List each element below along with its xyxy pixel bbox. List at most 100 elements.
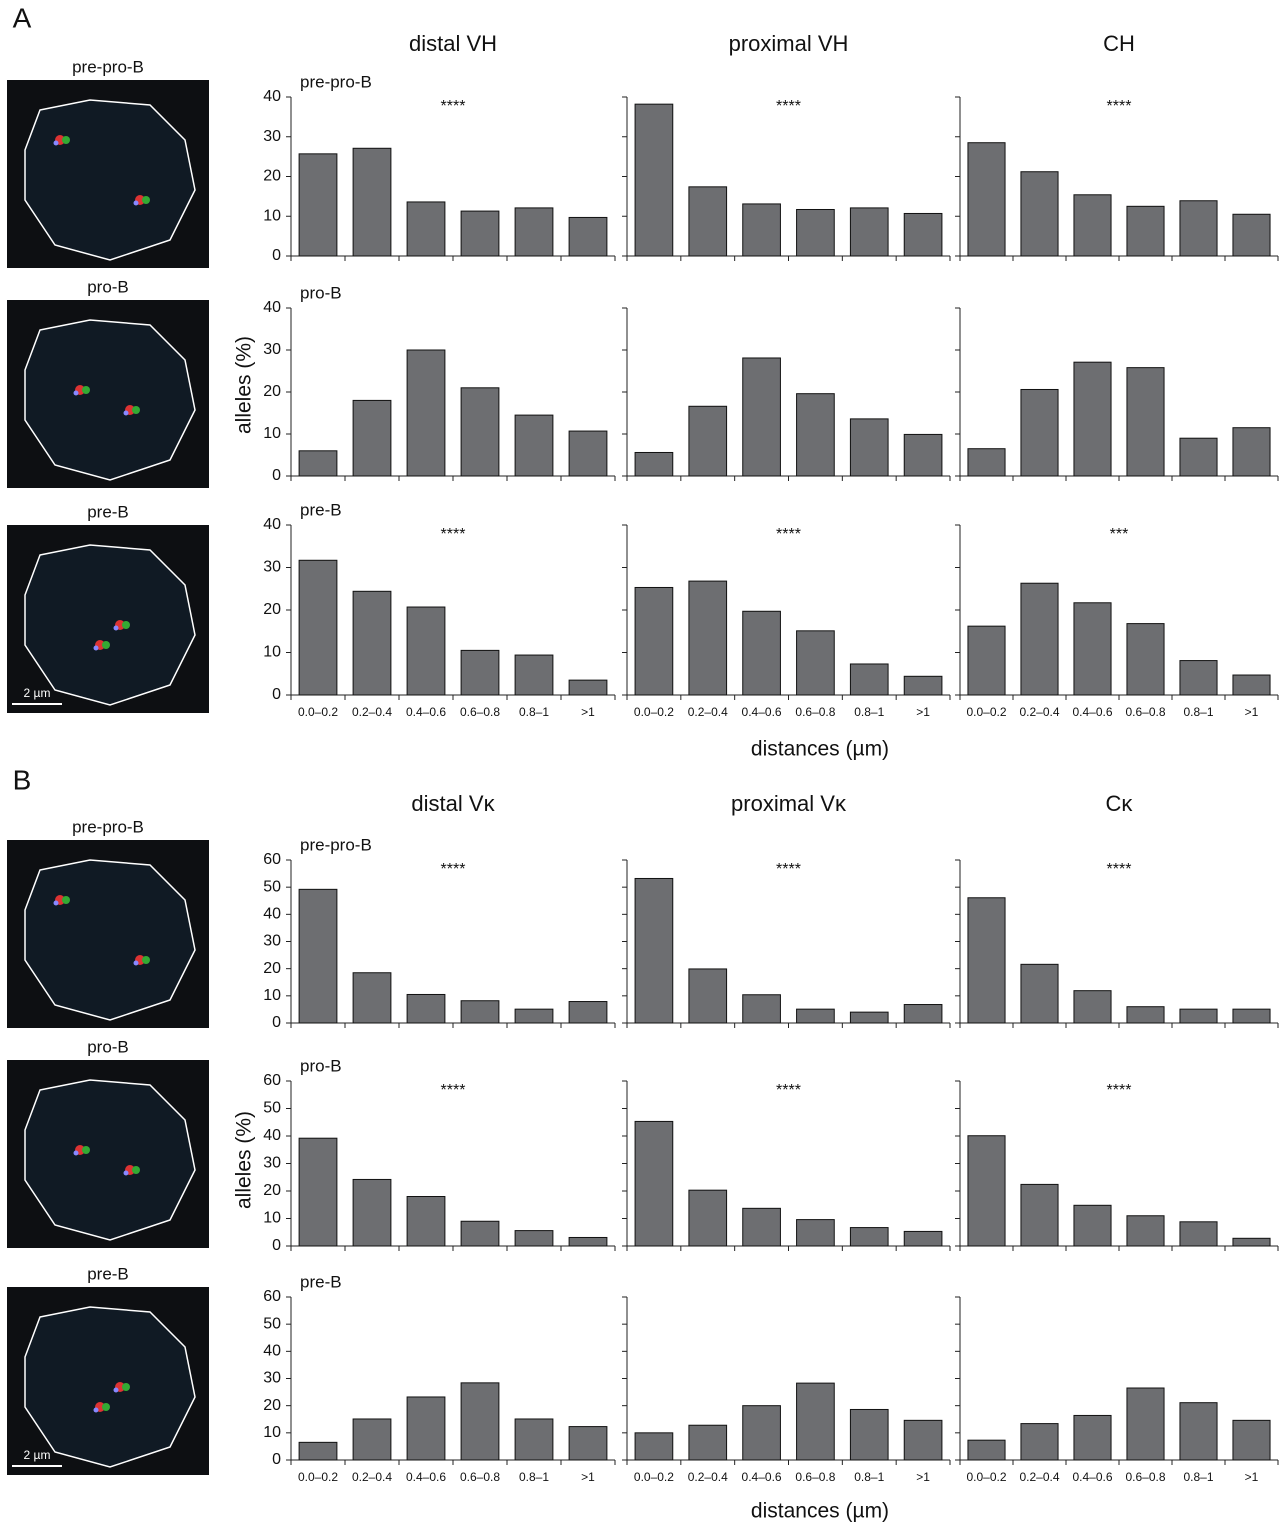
bar bbox=[904, 434, 942, 476]
x-tick-label: >1 bbox=[1245, 705, 1259, 719]
y-tick-label: 10 bbox=[263, 1210, 281, 1227]
bar bbox=[689, 187, 727, 256]
bar bbox=[635, 1433, 673, 1460]
y-tick-label: 40 bbox=[263, 88, 281, 105]
image-label: pro-B bbox=[87, 1037, 129, 1056]
significance: **** bbox=[1107, 98, 1132, 115]
fish-signal bbox=[142, 196, 150, 204]
y-tick-label: 0 bbox=[272, 1014, 281, 1031]
bar bbox=[515, 1009, 553, 1023]
fish-signal bbox=[54, 141, 59, 146]
bar bbox=[689, 1425, 727, 1460]
nucleus-outline bbox=[25, 1307, 195, 1467]
bar bbox=[515, 1231, 553, 1246]
image-label: pre-B bbox=[87, 502, 129, 521]
bar bbox=[1233, 1238, 1270, 1246]
y-tick-label: 20 bbox=[263, 960, 281, 977]
x-tick-label: 0.6–0.8 bbox=[460, 705, 500, 719]
y-tick-label: 40 bbox=[263, 906, 281, 923]
x-tick-label: 0.0–0.2 bbox=[634, 705, 674, 719]
y-tick-label: 30 bbox=[263, 1370, 281, 1387]
bar bbox=[797, 1383, 835, 1460]
x-tick-label: 0.2–0.4 bbox=[688, 1470, 728, 1484]
y-tick-label: 30 bbox=[263, 933, 281, 950]
fish-signal bbox=[62, 896, 70, 904]
bar bbox=[797, 394, 835, 476]
y-tick-label: 30 bbox=[263, 341, 281, 358]
x-tick-label: >1 bbox=[916, 1470, 930, 1484]
x-tick-label: 0.4–0.6 bbox=[742, 1470, 782, 1484]
bar bbox=[635, 452, 673, 476]
bar bbox=[968, 898, 1005, 1023]
fish-signal bbox=[102, 1403, 110, 1411]
row-label: pro-B bbox=[300, 283, 342, 302]
bar bbox=[569, 1427, 607, 1460]
bar bbox=[797, 1009, 835, 1023]
significance: **** bbox=[441, 861, 466, 878]
bar bbox=[569, 431, 607, 476]
x-tick-label: 0.6–0.8 bbox=[795, 1470, 835, 1484]
bar bbox=[1127, 1216, 1164, 1246]
bar bbox=[461, 1221, 499, 1246]
bar bbox=[1180, 1222, 1217, 1246]
y-tick-label: 20 bbox=[263, 1182, 281, 1199]
bar bbox=[1127, 206, 1164, 256]
x-tick-label: 0.8–1 bbox=[1183, 705, 1213, 719]
x-tick-label: 0.8–1 bbox=[854, 705, 884, 719]
bar bbox=[299, 889, 337, 1023]
significance: **** bbox=[776, 98, 801, 115]
y-tick-label: 10 bbox=[263, 987, 281, 1004]
x-tick-label: 0.0–0.2 bbox=[298, 1470, 338, 1484]
y-tick-label: 10 bbox=[263, 644, 281, 661]
bar bbox=[743, 1208, 781, 1246]
fish-signal bbox=[124, 1171, 129, 1176]
bar bbox=[1180, 1403, 1217, 1460]
bar bbox=[635, 878, 673, 1023]
x-tick-label: 0.4–0.6 bbox=[1072, 1470, 1112, 1484]
bar bbox=[635, 587, 673, 695]
bar bbox=[1233, 214, 1270, 256]
bar bbox=[968, 449, 1005, 476]
fish-signal bbox=[94, 646, 99, 651]
x-tick-label: 0.4–0.6 bbox=[742, 705, 782, 719]
significance: *** bbox=[1110, 526, 1129, 543]
significance: **** bbox=[1107, 861, 1132, 878]
bar bbox=[569, 680, 607, 695]
fish-signal bbox=[102, 641, 110, 649]
y-axis-label: alleles (%) bbox=[233, 336, 256, 434]
y-axis-label: alleles (%) bbox=[233, 1111, 256, 1209]
x-tick-label: 0.2–0.4 bbox=[352, 1470, 392, 1484]
bar bbox=[904, 1005, 942, 1023]
fish-signal bbox=[94, 1408, 99, 1413]
y-tick-label: 30 bbox=[263, 128, 281, 145]
bar bbox=[299, 1442, 337, 1460]
x-tick-label: 0.0–0.2 bbox=[634, 1470, 674, 1484]
panel-label: A bbox=[13, 2, 32, 33]
fish-signal bbox=[114, 1388, 119, 1393]
y-tick-label: 20 bbox=[263, 168, 281, 185]
bar bbox=[299, 1138, 337, 1246]
bar bbox=[407, 1397, 445, 1460]
x-tick-label: 0.8–1 bbox=[1183, 1470, 1213, 1484]
fish-signal bbox=[82, 386, 90, 394]
bar bbox=[968, 626, 1005, 695]
bar bbox=[569, 217, 607, 256]
bar bbox=[797, 209, 835, 256]
y-tick-label: 0 bbox=[272, 247, 281, 264]
fish-signal bbox=[82, 1146, 90, 1154]
bar bbox=[850, 208, 888, 256]
fish-signal bbox=[134, 201, 139, 206]
bar bbox=[407, 1197, 445, 1247]
x-tick-label: 0.2–0.4 bbox=[1019, 705, 1059, 719]
y-tick-label: 50 bbox=[263, 1315, 281, 1332]
x-tick-label: 0.6–0.8 bbox=[1125, 705, 1165, 719]
bar bbox=[850, 1228, 888, 1246]
y-tick-label: 50 bbox=[263, 1100, 281, 1117]
bar bbox=[299, 154, 337, 256]
significance: **** bbox=[441, 526, 466, 543]
bar bbox=[1074, 362, 1111, 476]
bar bbox=[635, 1121, 673, 1246]
row-label: pre-pro-B bbox=[300, 72, 372, 91]
significance: **** bbox=[776, 1082, 801, 1099]
x-axis-label: distances (µm) bbox=[751, 738, 889, 761]
